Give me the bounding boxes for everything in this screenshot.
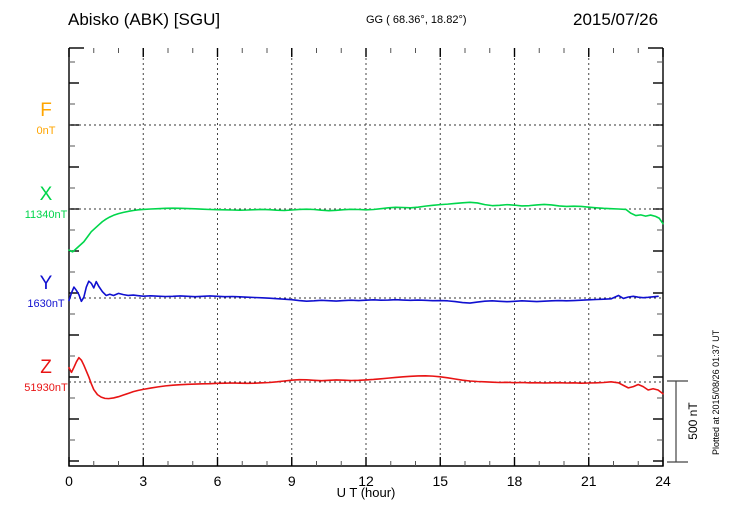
component-baselines <box>69 124 663 383</box>
x-tick-label-18: 18 <box>507 473 523 489</box>
trace-Z <box>68 356 664 400</box>
x-tick-label-15: 15 <box>432 473 448 489</box>
component-letter-F: F <box>40 100 52 121</box>
x-tick-label-21: 21 <box>581 473 597 489</box>
y-axis-ticks <box>69 61 663 462</box>
geographic-coordinates: GG ( 68.36°, 18.82°) <box>366 14 467 26</box>
component-letter-Y: Y <box>40 273 53 294</box>
component-baseline-value-F: 0nT <box>37 125 56 137</box>
component-baseline-value-X: 11340nT <box>25 209 68 221</box>
trace-X <box>68 201 664 253</box>
x-tick-label-12: 12 <box>358 473 374 489</box>
component-baseline-value-Z: 51930nT <box>24 382 68 394</box>
x-tick-label-9: 9 <box>288 473 296 489</box>
component-letter-Z: Z <box>40 357 52 378</box>
trace-Y <box>68 280 659 304</box>
x-tick-label-0: 0 <box>65 473 73 489</box>
station-title: Abisko (ABK) [SGU] <box>68 10 220 29</box>
component-labels: F 0nT X 11340nT Y 1630nT Z 51930nT <box>24 100 68 394</box>
scale-bar: 500 nT <box>667 380 700 463</box>
x-axis-title: U T (hour) <box>337 485 396 500</box>
data-traces <box>68 201 664 400</box>
x-tick-label-24: 24 <box>655 473 671 489</box>
observation-date: 2015/07/26 <box>573 10 658 29</box>
x-tick-label-6: 6 <box>214 473 222 489</box>
plotted-at-note: Plotted at 2015/08/26 01:37 UT <box>711 329 721 455</box>
x-axis-gridlines <box>68 48 664 466</box>
component-baseline-value-Y: 1630nT <box>27 298 65 310</box>
scale-bar-label: 500 nT <box>686 402 700 440</box>
x-axis-tick-labels: 0 3 6 9 12 15 18 21 24 <box>65 473 671 489</box>
component-letter-X: X <box>40 184 53 205</box>
x-tick-label-3: 3 <box>139 473 147 489</box>
